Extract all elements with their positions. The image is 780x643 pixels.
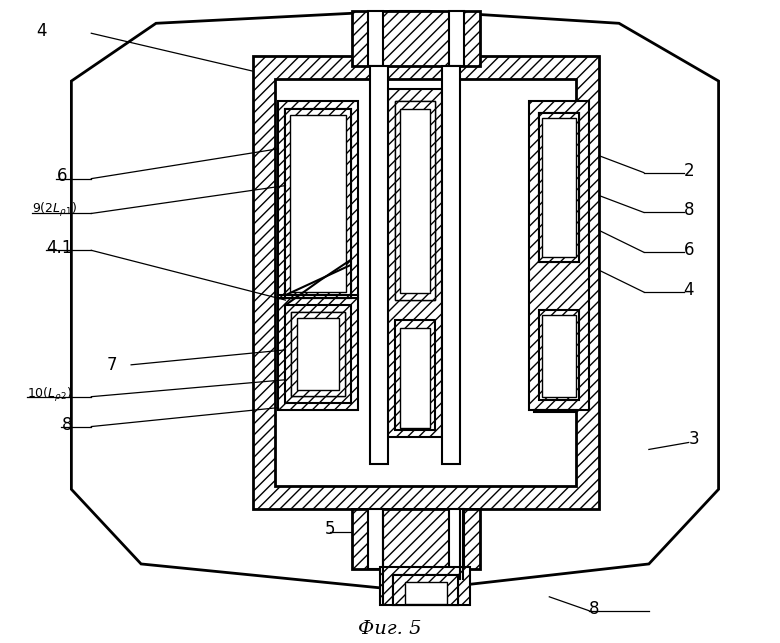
Text: 8: 8 bbox=[684, 201, 694, 219]
Text: 4: 4 bbox=[37, 23, 47, 41]
Bar bbox=[290, 115, 346, 292]
Bar bbox=[278, 101, 358, 410]
Text: 4: 4 bbox=[684, 281, 694, 299]
Bar bbox=[253, 56, 599, 509]
Bar bbox=[297, 318, 339, 390]
Bar bbox=[539, 113, 580, 262]
Text: 5: 5 bbox=[325, 520, 335, 538]
Bar bbox=[405, 582, 447, 604]
Text: 7: 7 bbox=[106, 356, 117, 374]
Bar bbox=[285, 109, 351, 298]
Bar bbox=[393, 575, 458, 605]
Text: 3: 3 bbox=[689, 430, 700, 448]
Bar bbox=[370, 66, 388, 464]
Bar bbox=[380, 567, 470, 605]
Text: 8: 8 bbox=[62, 415, 72, 433]
Text: 2: 2 bbox=[684, 161, 694, 179]
Bar bbox=[539, 113, 580, 262]
Bar bbox=[352, 509, 480, 569]
Bar bbox=[530, 101, 589, 410]
Bar bbox=[292, 312, 346, 395]
Bar bbox=[395, 320, 434, 430]
Bar bbox=[395, 101, 434, 300]
Bar bbox=[400, 109, 430, 293]
Bar bbox=[275, 79, 576, 486]
Text: 6: 6 bbox=[684, 241, 694, 259]
Text: 8: 8 bbox=[589, 600, 600, 618]
Bar bbox=[393, 575, 458, 605]
Text: 4.1: 4.1 bbox=[47, 239, 73, 257]
Polygon shape bbox=[72, 12, 718, 589]
Bar bbox=[368, 509, 383, 569]
Bar bbox=[400, 328, 430, 428]
Text: Фиг. 5: Фиг. 5 bbox=[358, 620, 422, 638]
Bar bbox=[542, 118, 576, 257]
Bar bbox=[441, 66, 459, 464]
Text: 6: 6 bbox=[56, 167, 67, 185]
Bar bbox=[395, 101, 434, 300]
Text: 9(2$L_{\rho1}$): 9(2$L_{\rho1}$) bbox=[31, 201, 76, 219]
Bar bbox=[539, 310, 580, 400]
Bar bbox=[292, 312, 346, 395]
Bar bbox=[368, 12, 383, 66]
Bar bbox=[285, 109, 351, 298]
Bar bbox=[542, 315, 576, 397]
Bar bbox=[285, 305, 351, 403]
Bar bbox=[388, 89, 441, 437]
Bar bbox=[448, 509, 463, 569]
Text: 10($L_{\rho2}$): 10($L_{\rho2}$) bbox=[27, 386, 72, 404]
Bar bbox=[352, 12, 480, 66]
Bar bbox=[448, 12, 463, 66]
